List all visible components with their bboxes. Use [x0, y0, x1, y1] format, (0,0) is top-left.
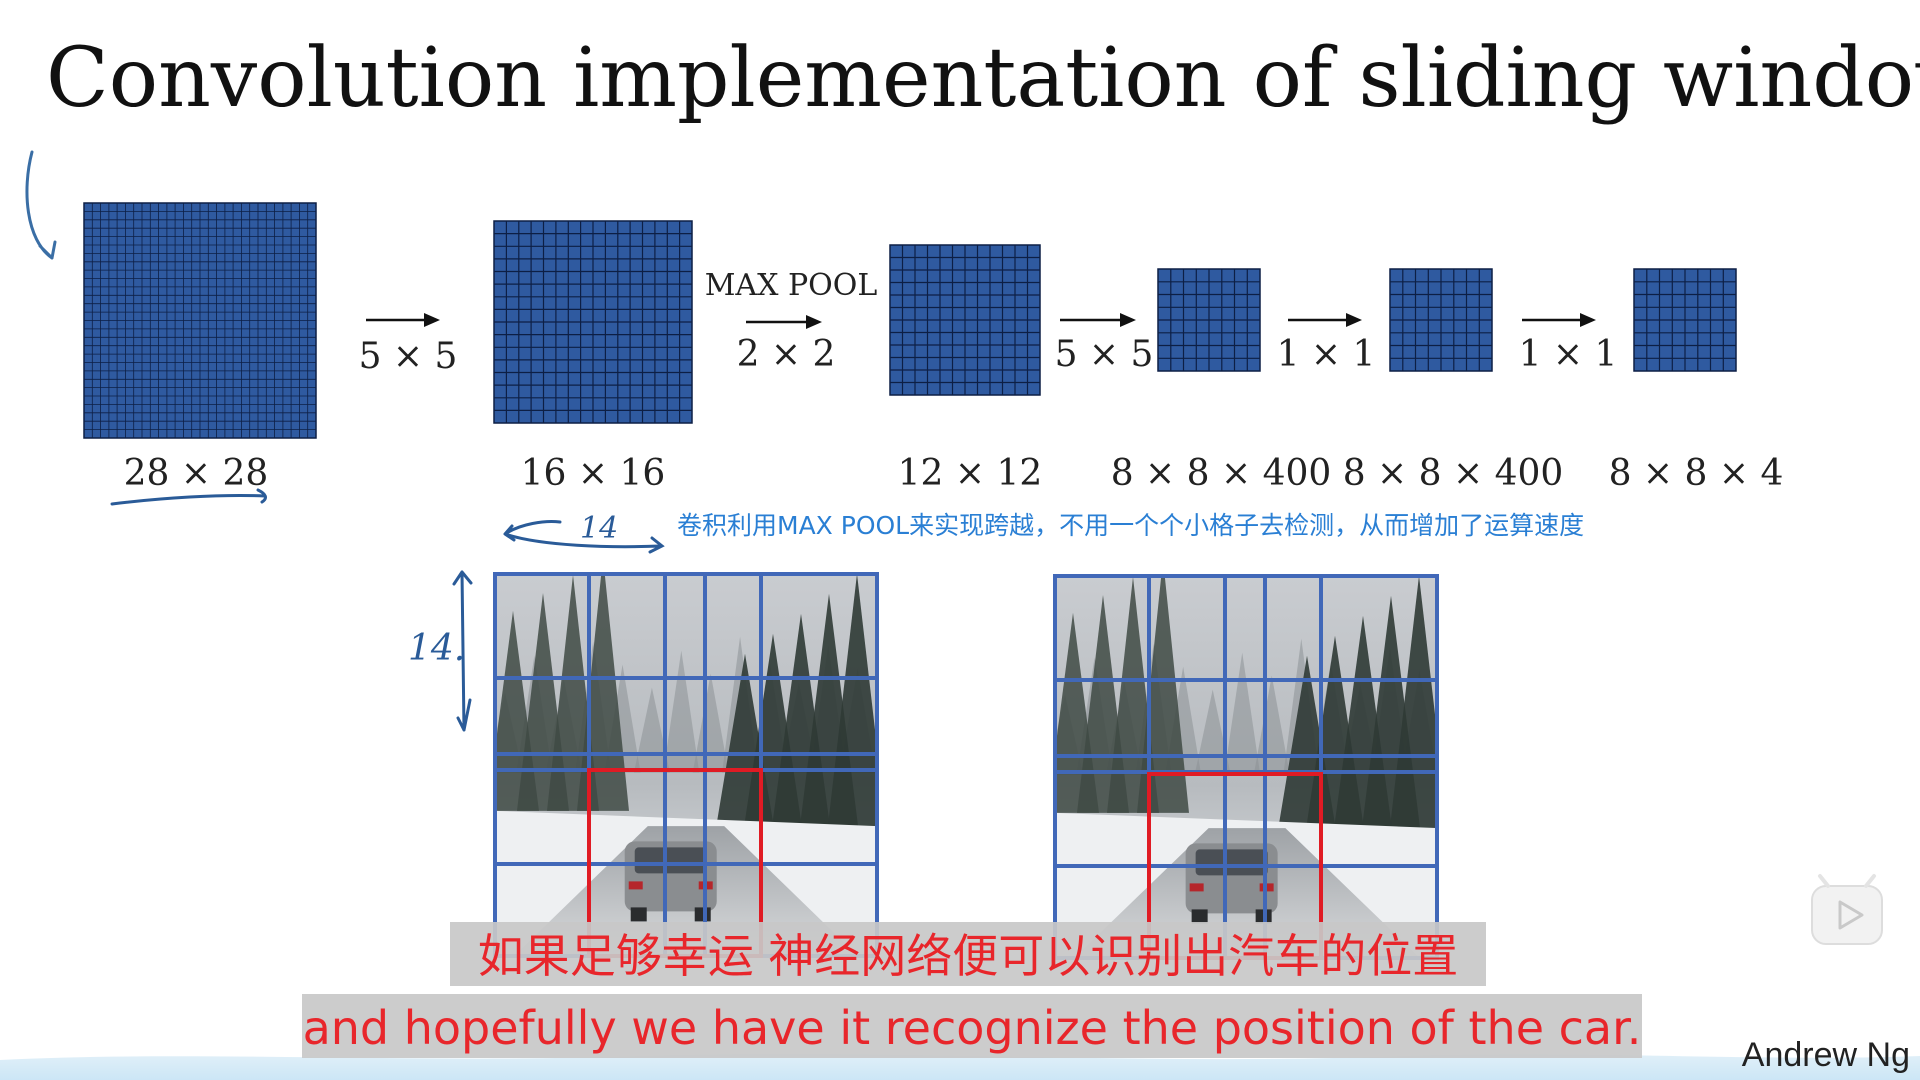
- tree-shape: [1253, 675, 1290, 775]
- play-icon[interactable]: [1811, 874, 1883, 945]
- hand-height-label: 14.: [408, 628, 465, 669]
- arrow-label-1: 2 × 2: [737, 334, 836, 375]
- arrow-label-0: 5 × 5: [359, 336, 458, 377]
- max-pool-label: MAX POOL: [705, 268, 878, 303]
- photo-panel-right: [1053, 574, 1439, 960]
- arrow-2: 5 × 5: [1055, 313, 1154, 375]
- arrow-4: 1 × 1: [1519, 313, 1618, 375]
- hand-arrow-icon: [25, 150, 57, 260]
- subtitle-zh: 如果足够幸运 神经网络便可以识别出汽车的位置: [478, 929, 1459, 983]
- arrow-label-4: 1 × 1: [1519, 334, 1618, 375]
- block-label-2: 12 × 12: [898, 453, 1043, 494]
- car-wheel: [694, 907, 711, 922]
- tree-shape: [1224, 652, 1261, 775]
- block-gridlines: [84, 203, 316, 438]
- block-label-1: 16 × 16: [521, 453, 666, 494]
- car-wheel: [630, 907, 647, 922]
- block-gridlines: [890, 245, 1040, 395]
- car-window: [1195, 849, 1268, 876]
- hand-height-annotation: 14.: [408, 570, 473, 732]
- arrow-3: 1 × 1: [1277, 313, 1376, 375]
- tree-shape: [633, 687, 670, 773]
- block-gridlines: [494, 221, 692, 423]
- bottom-wave: [0, 1053, 1920, 1080]
- feature-block-28x28: [83, 202, 317, 439]
- author-credit: Andrew Ng: [1742, 1036, 1910, 1074]
- hand-width-annotation: 14: [503, 511, 665, 554]
- block-label-3: 8 × 8 × 400: [1111, 453, 1332, 494]
- tree-shape: [692, 673, 729, 773]
- block-label-4: 8 × 8 × 400: [1343, 453, 1564, 494]
- feature-block-8x8x4: [1633, 268, 1737, 372]
- car-wheel: [1191, 909, 1208, 924]
- feature-block-12x12: [889, 244, 1041, 396]
- sliding-window-grid-right: [1053, 574, 1439, 960]
- hand-width-label: 14: [580, 511, 618, 546]
- subtitle-en: and hopefully we have it recognize the p…: [303, 1001, 1642, 1055]
- block-gridlines: [1158, 269, 1260, 371]
- block-gridlines: [1634, 269, 1736, 371]
- block-label-0: 28 × 28: [124, 453, 269, 494]
- car-taillight: [1189, 883, 1204, 892]
- note-text: 卷积利用MAX POOL来实现跨越，不用一个个小格子去检测，从而增加了运算速度: [677, 511, 1584, 540]
- photo-panel-left: [493, 572, 879, 958]
- feature-block-8x8x400-b: [1389, 268, 1493, 372]
- arrow-1: MAX POOL 2 × 2: [705, 268, 878, 375]
- slide-title: Convolution implementation of sliding wi…: [46, 31, 1920, 126]
- car-window: [634, 847, 707, 874]
- car-taillight: [628, 881, 643, 890]
- tree-shape: [663, 650, 700, 773]
- tree-shape: [1194, 689, 1231, 775]
- block-gridlines: [1390, 269, 1492, 371]
- feature-block-16x16: [493, 220, 693, 424]
- block-label-5: 8 × 8 × 4: [1609, 453, 1784, 494]
- arrow-0: 5 × 5: [359, 313, 458, 377]
- arrow-label-2: 5 × 5: [1055, 334, 1154, 375]
- hand-underline: [110, 488, 267, 506]
- subtitle-en-bg: [302, 994, 1642, 1058]
- subtitle-zh-bg: [450, 922, 1486, 986]
- arrow-label-3: 1 × 1: [1277, 334, 1376, 375]
- feature-block-8x8x400-a: [1157, 268, 1261, 372]
